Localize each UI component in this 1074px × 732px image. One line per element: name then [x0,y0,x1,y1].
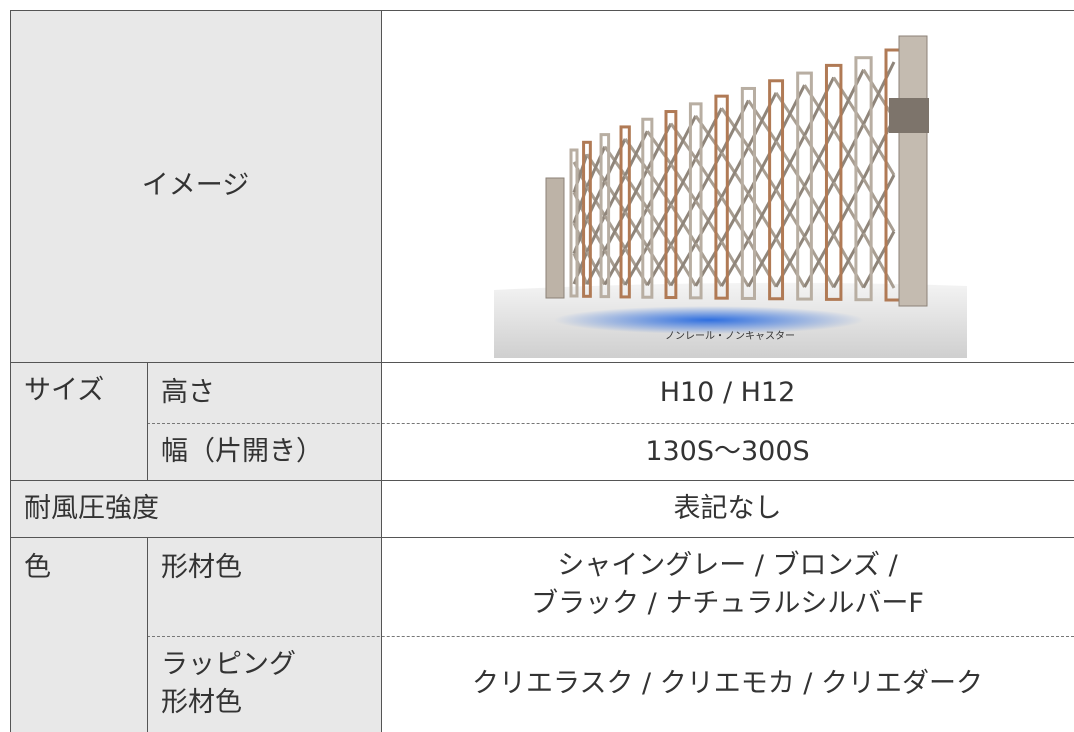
gate-part [862,117,896,180]
border [381,10,382,732]
value-text: 130S〜300S [645,435,810,467]
gate-part [582,140,592,298]
value-text: 表記なし [673,492,782,524]
gate-part [824,63,843,301]
gate-part [774,134,806,191]
label-text: 幅（片開き） [161,435,323,467]
dashed-border [147,423,1074,424]
gate-part [862,230,896,289]
value-text: クリエラスク / クリエモカ / クリエダーク [472,668,983,699]
row-label: サイズ [10,362,147,480]
gate-part [714,94,729,300]
value-text: H10 / H12 [659,376,796,408]
gate-part [768,79,785,301]
border [10,537,1074,538]
gate-part [545,177,565,299]
gate-part [862,61,896,125]
value-cell: 130S〜300S [381,423,1074,480]
gate-part [832,232,865,289]
image-caption: ノンレール・ノンキャスター [665,330,795,342]
border [10,10,11,732]
label-text: サイズ [24,375,105,406]
gate-part [803,234,836,288]
value-text: シャイングレー / ブロンズ / [557,550,898,581]
border [10,10,1074,11]
product-image: ノンレール・ノンキャスター [494,28,967,358]
gate-part [796,71,813,301]
gate-part [619,125,631,299]
sub-label: 高さ [147,362,381,423]
dashed-border [147,636,1074,637]
gate-part [803,76,836,137]
sub-label: 形材色 [147,537,381,636]
sub-label: 幅（片開き） [147,423,381,480]
value-cell: シャイングレー / ブロンズ / ブラック / ナチュラルシルバーF [381,537,1074,636]
gate-part [599,133,611,299]
row-label: 耐風圧強度 [10,480,381,537]
gate-part [832,177,865,236]
gate-part [664,110,678,300]
gate-part [854,56,873,302]
row-label: イメージ [10,10,381,362]
row-label: 色 [10,537,147,732]
label-text: ラッピング [161,649,296,680]
value-cell: 表記なし [381,480,1074,537]
border [147,537,148,732]
gate-part [832,69,865,131]
gate-part [569,148,579,298]
border [147,362,148,480]
label-text: 高さ [161,376,215,408]
gate-part [774,185,806,239]
label-text: 形材色 [161,552,242,583]
border [10,480,1074,481]
gate-part [774,235,806,288]
label-text: 形材色 [161,687,242,718]
gate-part [740,86,756,300]
sub-label: ラッピング 形材色 [147,636,381,732]
gate-part [803,129,836,187]
label-text: 色 [24,552,51,583]
label-text: 耐風圧強度 [24,492,159,524]
gate-part [898,35,928,307]
gate-part [774,84,806,142]
gate-part [862,174,896,234]
value-cell: H10 / H12 [381,362,1074,423]
value-cell: クリエラスク / クリエモカ / クリエダーク [381,636,1074,732]
gate-part [832,123,865,184]
border [10,362,1074,363]
gate-part [889,98,929,133]
gate-part [803,181,836,238]
gate-part [641,117,654,299]
value-text: ブラック / ナチュラルシルバーF [531,588,924,619]
label-text: イメージ [141,170,250,201]
gate-part [688,102,703,300]
